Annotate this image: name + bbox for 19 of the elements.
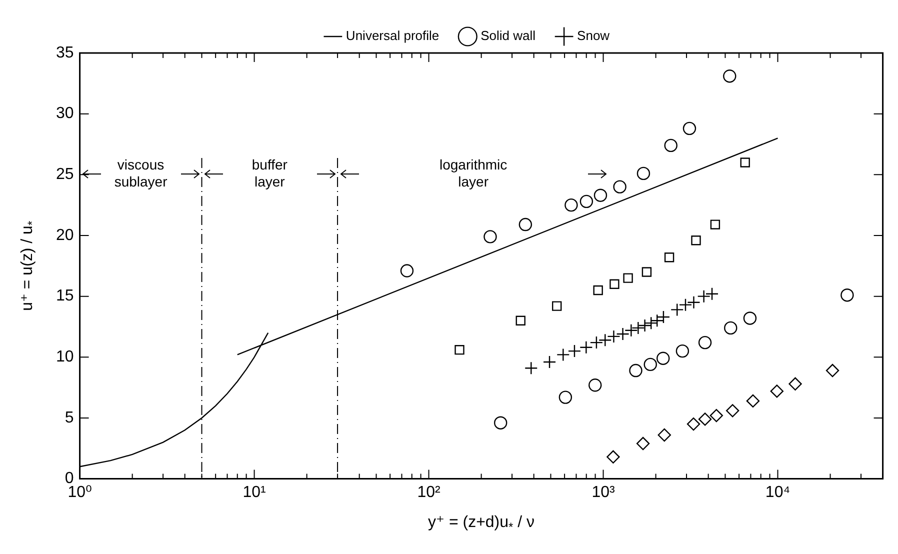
annotation: logarithmic layer — [439, 156, 508, 190]
legend-label: Snow — [577, 28, 610, 44]
x-tick-label: 10⁴ — [765, 484, 790, 501]
x-axis-title: y⁺ = (z+d)u* / ν — [428, 514, 535, 534]
y-tick-label: 20 — [56, 226, 74, 244]
legend-label: Solid wall — [480, 28, 536, 44]
x-tick-label: 10³ — [592, 484, 616, 501]
y-axis-title: u⁺ = u(z) / u* — [19, 220, 39, 311]
y-tick-label: 10 — [56, 348, 74, 366]
y-tick-label: 25 — [56, 166, 74, 184]
y-tick-label: 30 — [56, 105, 74, 122]
annotation: viscous sublayer — [114, 156, 168, 190]
legend-label: Universal profile — [346, 28, 440, 44]
y-tick-label: 5 — [64, 409, 74, 426]
x-tick-label: 10² — [417, 484, 442, 501]
y-tick-label: 35 — [56, 44, 74, 62]
y-tick-label: 15 — [56, 288, 74, 305]
annotation: buffer layer — [252, 156, 288, 190]
x-tick-label: 10¹ — [242, 484, 266, 501]
